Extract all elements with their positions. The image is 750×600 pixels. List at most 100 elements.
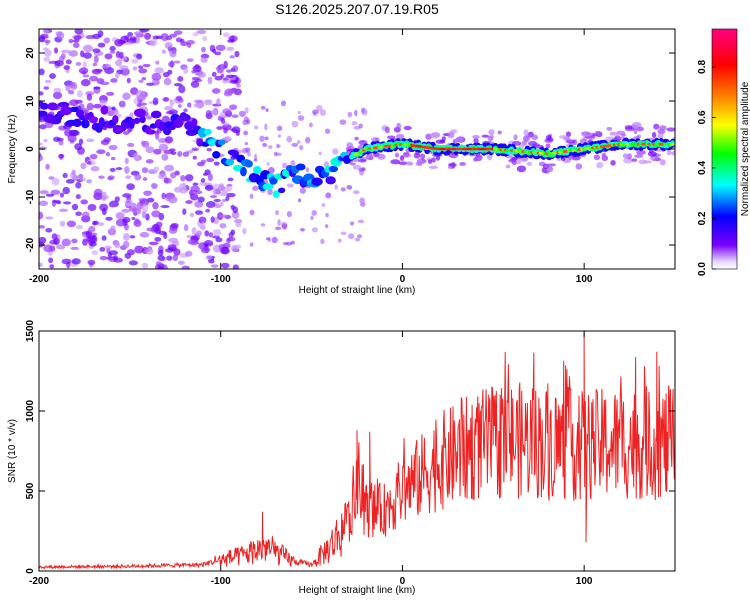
spectrogram-xtick-label: -200: [29, 274, 49, 285]
heatmap-cell: [225, 74, 235, 78]
heatmap-cell: [65, 59, 72, 65]
heatmap-cell: [215, 237, 223, 243]
heatmap-cell: [370, 137, 380, 142]
heatmap-cell: [219, 223, 227, 229]
heatmap-cell: [413, 152, 421, 159]
heatmap-cell: [39, 262, 43, 268]
heatmap-cell: [253, 125, 259, 130]
heatmap-cell: [51, 177, 60, 186]
heatmap-cell: [659, 159, 666, 166]
heatmap-cell: [415, 161, 423, 167]
heatmap-cell: [112, 115, 119, 124]
heatmap-cell: [216, 98, 221, 106]
heatmap-cell: [39, 91, 44, 96]
heatmap-cell: [308, 122, 313, 128]
heatmap-cell: [43, 47, 49, 51]
heatmap-cell: [124, 42, 133, 46]
heatmap-cell: [45, 227, 53, 233]
heatmap-cell: [91, 250, 99, 255]
heatmap-cell: [187, 102, 192, 108]
heatmap-cell: [207, 76, 213, 85]
heatmap-cell: [194, 210, 204, 215]
heatmap-cell: [616, 130, 626, 136]
heatmap-cell: [200, 221, 206, 229]
heatmap-cell: [204, 128, 212, 135]
heatmap-cell: [108, 144, 118, 151]
heatmap-cell: [481, 134, 490, 138]
heatmap-cell: [325, 192, 332, 199]
heatmap-cell: [219, 191, 229, 197]
heatmap-cell: [473, 137, 479, 144]
heatmap-cell: [93, 55, 99, 64]
heatmap-cell: [651, 131, 657, 138]
heatmap-cell: [354, 109, 358, 117]
heatmap-cell: [542, 163, 549, 170]
heatmap-cell: [141, 167, 149, 174]
heatmap-cell: [198, 216, 207, 224]
heatmap-cell: [108, 250, 118, 256]
heatmap-cell: [634, 154, 644, 159]
heatmap-cell: [631, 158, 638, 162]
heatmap-cell: [145, 248, 154, 255]
heatmap-cell: [659, 125, 667, 131]
figure-title: S126.2025.207.07.19.R05: [275, 1, 439, 17]
heatmap-cell: [154, 132, 160, 140]
heatmap-cell: [487, 135, 494, 142]
heatmap-cell: [247, 151, 251, 157]
heatmap-cell: [671, 142, 675, 146]
heatmap-cell: [62, 172, 68, 179]
heatmap-cell: [214, 204, 222, 209]
heatmap-cell: [109, 167, 116, 173]
heatmap-cell: [601, 155, 609, 162]
heatmap-cell: [206, 157, 215, 163]
heatmap-cell: [113, 257, 124, 263]
heatmap-cell: [173, 60, 181, 64]
heatmap-cell: [118, 65, 129, 70]
heatmap-cell: [145, 159, 154, 164]
heatmap-cell: [128, 260, 138, 266]
heatmap-cell: [361, 108, 368, 116]
heatmap-cell: [40, 102, 49, 110]
heatmap-cell: [213, 161, 220, 166]
heatmap-cell: [164, 164, 175, 172]
heatmap-cell: [69, 106, 79, 113]
heatmap-cell: [203, 246, 210, 254]
heatmap-cell: [122, 216, 131, 223]
heatmap-cell: [86, 138, 95, 143]
heatmap-cell: [53, 237, 60, 246]
snr-xtick-label: 100: [576, 576, 593, 587]
heatmap-cell: [447, 131, 455, 139]
heatmap-cell: [170, 172, 177, 179]
heatmap-cell: [273, 151, 278, 157]
heatmap-cell: [133, 108, 146, 118]
heatmap-cell: [225, 158, 235, 166]
heatmap-cell: [124, 157, 129, 164]
heatmap-cell: [86, 179, 93, 184]
heatmap-cell: [252, 166, 262, 174]
heatmap-cell: [666, 127, 675, 132]
heatmap-cell: [346, 142, 354, 148]
heatmap-cell: [93, 86, 101, 90]
heatmap-cell: [205, 200, 216, 209]
heatmap-cell: [249, 209, 255, 216]
heatmap-cell: [636, 126, 645, 132]
heatmap-cell: [282, 241, 289, 246]
heatmap-cell: [305, 136, 311, 144]
heatmap-cell: [110, 78, 118, 83]
heatmap-cell: [351, 121, 358, 126]
heatmap-cell: [172, 254, 179, 261]
heatmap-cell: [184, 250, 193, 257]
heatmap-cell: [511, 159, 517, 166]
heatmap-cell: [271, 236, 278, 244]
heatmap-cell: [133, 152, 140, 160]
heatmap-cell: [161, 153, 169, 161]
heatmap-cell: [44, 29, 50, 36]
heatmap-cell: [154, 67, 164, 74]
heatmap-cell: [282, 162, 288, 169]
heatmap-cell: [166, 255, 173, 261]
heatmap-cell: [636, 150, 646, 155]
spectrogram-ytick-label: -20: [25, 237, 36, 252]
heatmap-cell: [75, 181, 82, 189]
heatmap-cell: [43, 56, 51, 62]
